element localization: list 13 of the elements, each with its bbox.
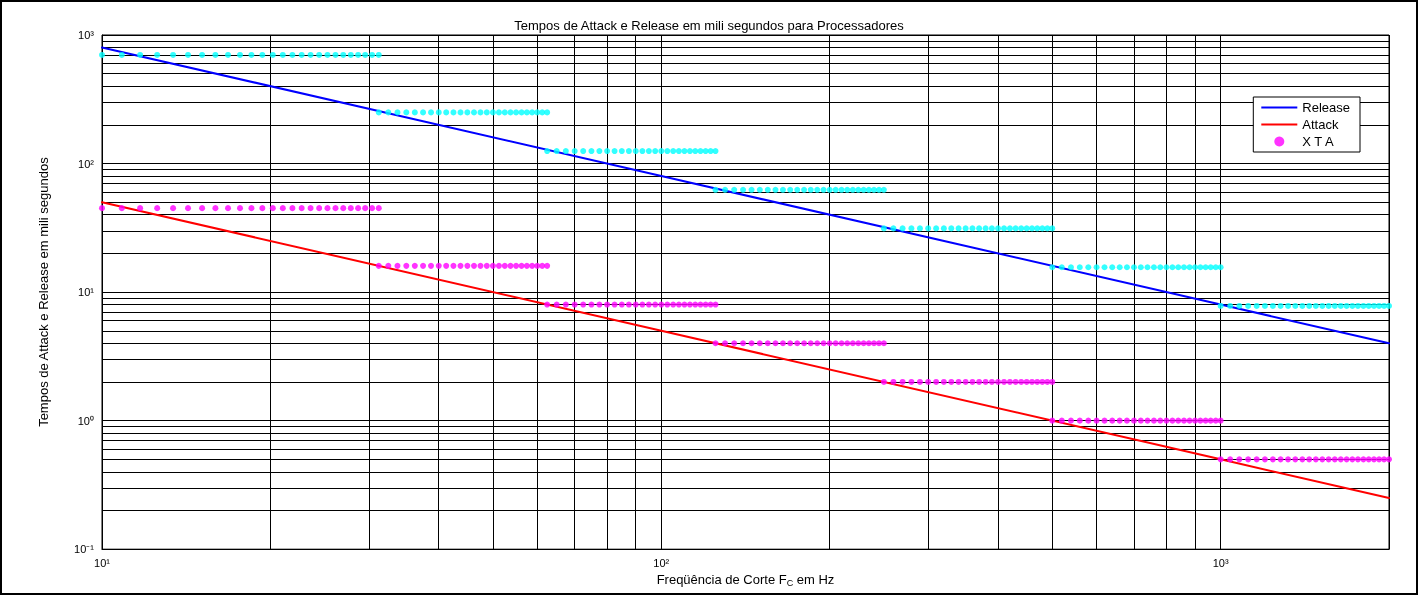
- legend-label: Attack: [1302, 117, 1339, 132]
- x-tick-label: 10³: [1212, 556, 1229, 569]
- y-tick-label: 10⁰: [77, 414, 94, 427]
- chart-title: Tempos de Attack e Release em mili segundos para Processadores: [514, 18, 905, 33]
- legend-label: Release: [1302, 100, 1351, 115]
- y-tick-label: 10²: [78, 157, 95, 170]
- y-tick-label: 10³: [78, 29, 95, 41]
- y-tick-label: 10¹: [78, 286, 95, 299]
- legend-label: X T A: [1302, 134, 1334, 149]
- y-tick-label: 10⁻¹: [74, 543, 95, 556]
- x-tick-label: 10²: [653, 556, 670, 569]
- x-tick-label: 10¹: [94, 556, 111, 569]
- y-axis-title: Tempos de Attack e Release em mili segundos: [36, 156, 51, 427]
